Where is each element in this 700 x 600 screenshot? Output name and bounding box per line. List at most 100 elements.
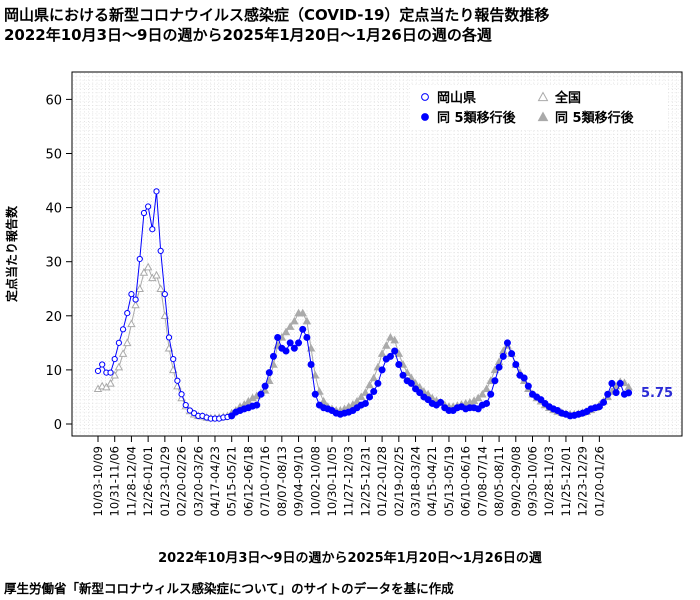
x-tick-label: 04/17-04/23 [208,446,222,516]
point-okayama [424,396,432,404]
point-national [290,316,299,325]
point-okayama [474,405,482,413]
x-axis: 10/03-10/09 10/31-11/06 11/28-12/04 12/26-0… [91,435,606,516]
point-okayama [491,377,499,385]
point-national [306,343,316,352]
point-okayama [616,379,624,387]
point-okayama [186,407,194,414]
point-national [311,370,320,379]
point-national [302,316,312,325]
point-okayama [508,350,516,358]
x-tick-label: 09/30-10/06 [526,446,540,516]
x-tick-label: 05/15-05/21 [225,446,239,516]
point-okayama [286,339,294,347]
point-okayama [178,391,185,398]
legend-label: 全国 [554,90,581,106]
point-okayama [99,361,106,368]
point-okayama [395,360,403,368]
point-okayama [119,326,127,333]
x-tick-label: 10/02-10/08 [308,446,322,516]
point-okayama [378,366,386,374]
point-okayama [399,371,407,379]
chart-title: 岡山県における新型コロナウイルス感染症（COVID-19）定点当たり報告数推移 [4,6,550,24]
point-okayama [174,377,181,384]
point-okayama [391,347,399,355]
last-value-label: 5.75 [641,386,673,401]
x-tick-label: 01/22-01/28 [375,446,389,516]
x-tick-label: 10/28-11/03 [542,446,556,516]
point-okayama [307,360,315,368]
point-okayama [157,247,164,254]
chart-subtitle: 2022年10月3日～9日の週から2025年1月20日～1月26日の週の各週 [4,26,492,44]
point-national [369,373,378,382]
y-tick-label: 0 [54,418,62,433]
point-okayama [520,374,528,382]
legend-label: 同 5類移行後 [555,110,635,126]
point-okayama [274,333,282,341]
point-national [127,319,136,328]
point-okayama [290,344,298,352]
point-okayama [253,401,261,409]
point-okayama [257,390,265,398]
grid [73,73,682,435]
y-tick-label: 30 [45,256,62,271]
x-tick-label: 06/12-06/18 [241,446,255,516]
y-tick-label: 50 [45,148,62,163]
point-okayama [265,369,273,377]
x-tick-label: 10/31-11/06 [108,446,122,516]
x-tick-label: 12/25-12/31 [358,446,372,516]
point-national [298,308,307,317]
point-okayama [595,403,603,411]
point-national [478,389,487,398]
legend: 岡山県 全国同 5類移行後 同 5類移行後 [410,85,668,129]
point-national [102,382,111,391]
x-tick-label: 09/04-09/10 [292,446,306,516]
y-tick-label: 60 [45,93,62,108]
point-national [122,338,132,347]
series-layer [93,188,633,422]
x-tick-label: 01/23-01/29 [158,446,172,516]
x-tick-label: 03/20-03/26 [191,446,205,516]
point-okayama [416,389,424,397]
y-tick-label: 20 [45,310,62,325]
point-okayama [407,379,415,387]
point-national [365,380,374,389]
point-okayama [311,390,319,398]
legend-label: 同 5類移行後 [437,110,517,126]
y-tick-label: 40 [45,202,62,217]
point-okayama [512,360,520,368]
point-okayama [165,334,173,341]
point-national [386,333,395,341]
x-tick-label: 03/18-03/24 [409,446,423,516]
legend-box [410,85,668,129]
point-okayama [366,393,374,401]
point-national [473,393,483,402]
point-okayama [153,188,160,195]
point-okayama [132,296,139,303]
point-okayama [111,355,118,363]
x-axis-label: 2022年10月3日～9日の週から2025年1月20日～1月26日の週 [158,551,542,566]
point-okayama [145,203,152,210]
point-okayama [625,389,633,397]
point-okayama [608,379,616,387]
x-tick-label: 05/13-05/19 [442,446,456,516]
point-okayama [600,398,608,406]
point-national [131,300,140,309]
point-okayama [524,382,532,390]
x-tick-label: 07/08-07/14 [475,446,489,516]
point-national [135,284,145,292]
point-okayama [483,399,491,407]
point-okayama [269,352,277,360]
point-national [156,284,165,292]
point-national [114,362,124,371]
point-okayama [261,382,269,390]
point-okayama [136,255,143,263]
point-okayama [604,390,612,398]
point-national [361,388,370,396]
point-okayama [303,333,311,341]
x-tick-label: 11/25-12/01 [559,446,573,516]
point-okayama [537,396,545,404]
point-okayama [228,412,236,420]
point-okayama [487,390,495,398]
